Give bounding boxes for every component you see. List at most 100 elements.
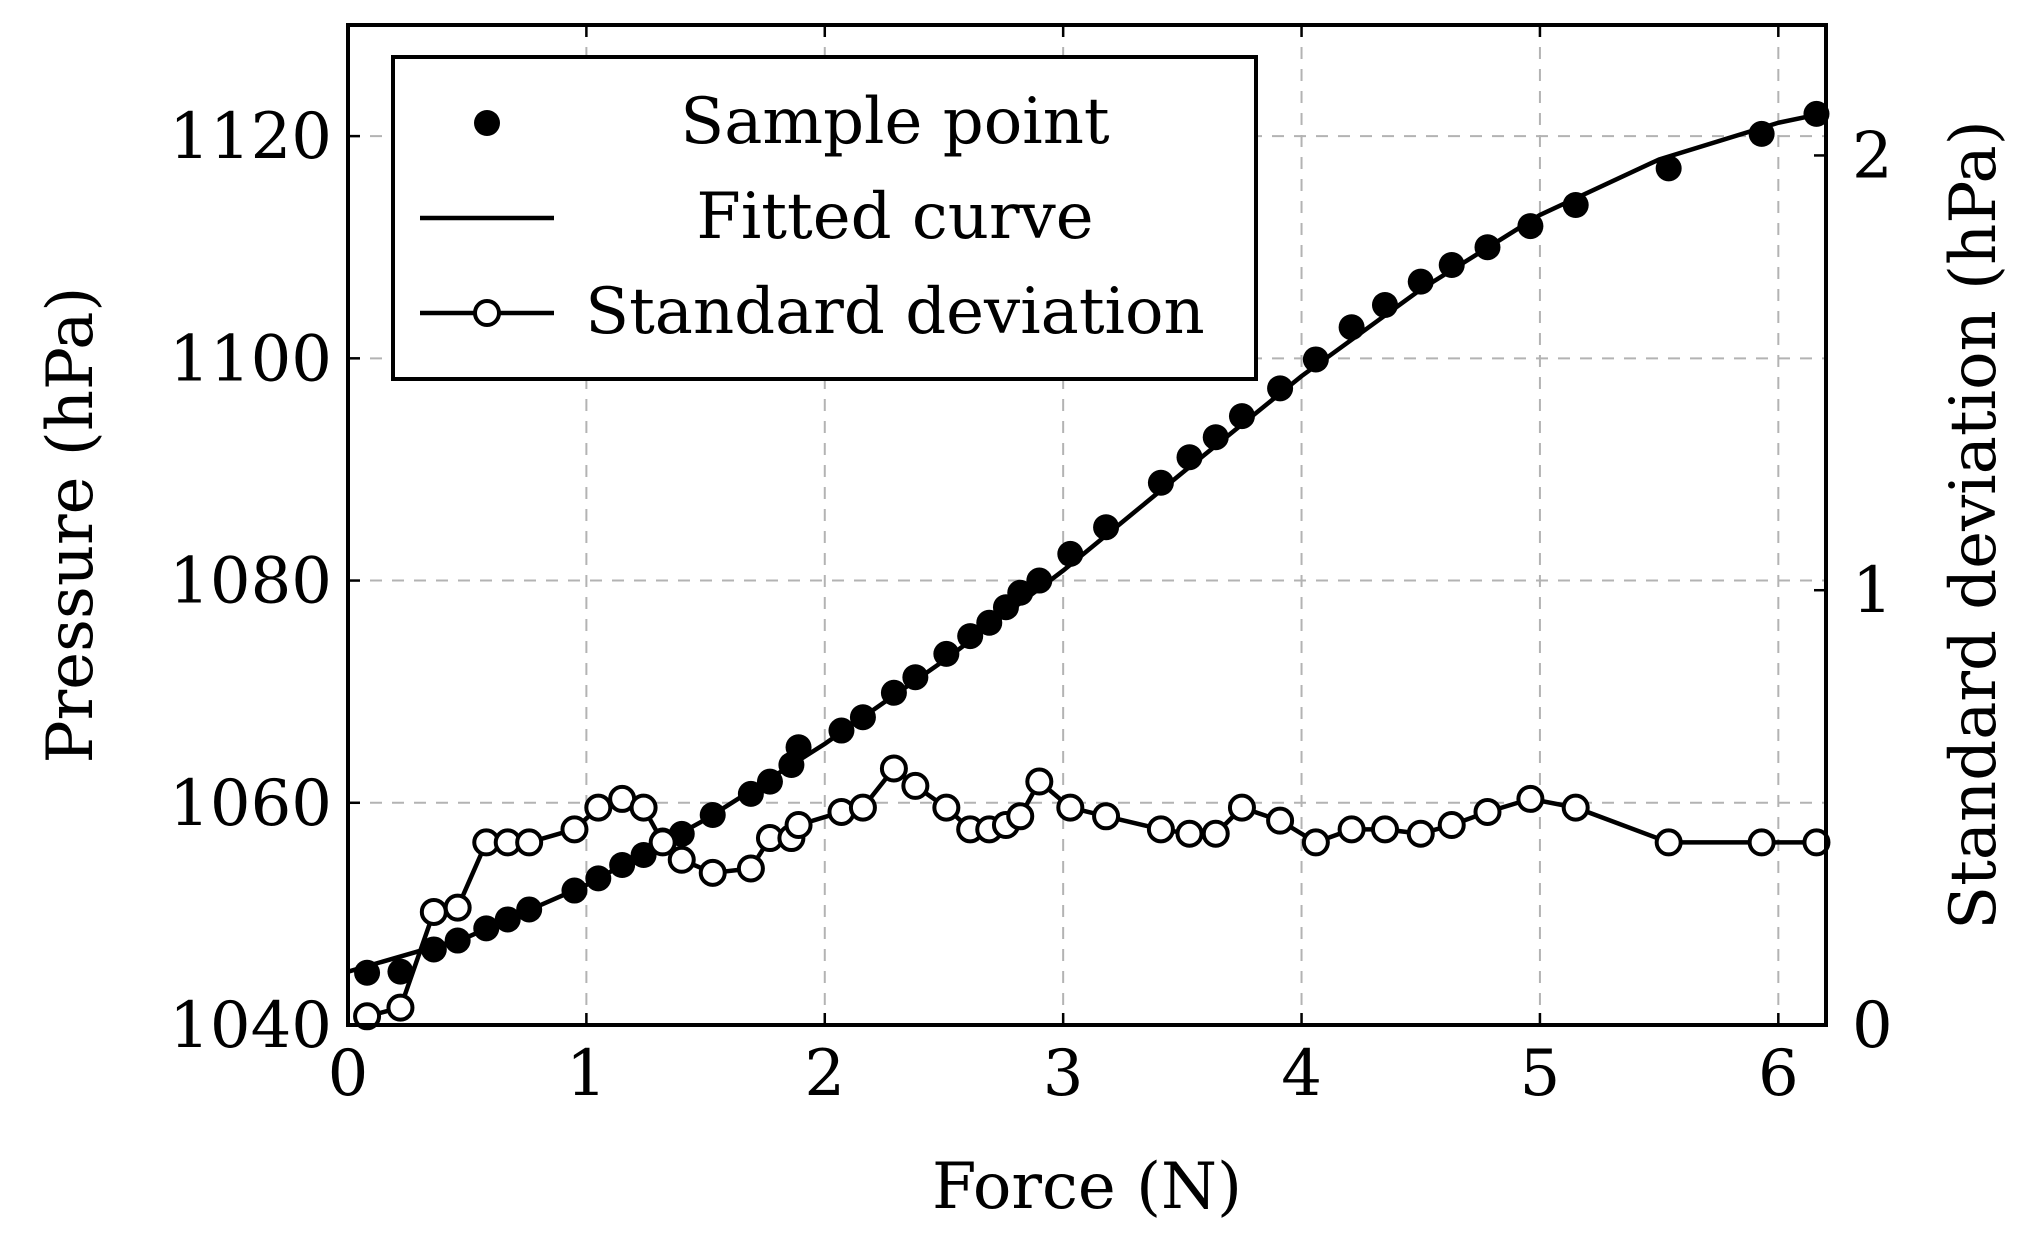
y-left-tick-label: 1040 — [169, 989, 332, 1063]
sample-point — [976, 609, 1003, 636]
std-deviation-point — [667, 845, 696, 874]
sample-point — [1338, 314, 1365, 341]
sample-point — [756, 768, 783, 795]
std-deviation-point — [1201, 819, 1230, 848]
std-deviation-point — [353, 1002, 382, 1031]
std-deviation-point — [1227, 793, 1256, 822]
series-layer — [347, 100, 1831, 1031]
std-deviation-point — [1802, 828, 1831, 857]
sample-point — [1026, 567, 1053, 594]
legend-std-label: Standard deviation — [585, 275, 1205, 349]
legend-std-marker — [473, 299, 501, 327]
sample-point — [1176, 444, 1203, 471]
sample-point — [1093, 514, 1120, 541]
sample-point — [1407, 268, 1434, 295]
y-right-tick-label: 0 — [1852, 989, 1893, 1063]
std-deviation-point — [1473, 797, 1502, 826]
plot-frame — [346, 23, 1828, 1027]
y-right-tick-label: 1 — [1852, 554, 1893, 628]
std-deviation-point — [1370, 815, 1399, 844]
legend-sample-marker — [474, 110, 500, 136]
sample-point — [1803, 100, 1830, 127]
sample-point — [957, 623, 984, 650]
std-deviation-point — [629, 793, 658, 822]
sample-point — [1202, 424, 1229, 451]
std-deviation-point — [1146, 815, 1175, 844]
ticks-layer: 0 1 2 3 4 5 6 1040 1060 1080 1100 1120 0 1 2 — [169, 25, 1893, 1111]
std-deviation-point — [1006, 802, 1035, 831]
x-tick-label: 1 — [566, 1037, 607, 1111]
sample-point — [902, 664, 929, 691]
std-deviation-point — [386, 993, 415, 1022]
legend-fitted-label: Fitted curve — [696, 180, 1093, 254]
sample-point — [473, 915, 500, 942]
sample-point — [1517, 213, 1544, 240]
sample-point — [1474, 234, 1501, 261]
sample-point — [1562, 192, 1589, 218]
std-deviation-point — [443, 893, 472, 922]
std-deviation-point — [1516, 784, 1545, 813]
sample-point — [933, 640, 960, 667]
sample-point — [785, 734, 812, 761]
sample-point — [1748, 120, 1775, 147]
std-deviation-point — [848, 793, 877, 822]
std-deviation-point — [1747, 828, 1776, 857]
std-deviation-point — [1337, 815, 1366, 844]
std-deviation-point — [1175, 819, 1204, 848]
sample-point — [737, 780, 764, 807]
sample-point — [849, 704, 876, 731]
std-deviation-point — [879, 754, 908, 783]
std-deviation-point — [648, 828, 677, 857]
std-deviation-point — [932, 793, 961, 822]
sample-point — [354, 959, 381, 986]
std-deviation-point — [515, 828, 544, 857]
sample-point — [1302, 346, 1329, 373]
std-deviation-point — [1437, 811, 1466, 839]
sample-point — [1057, 540, 1084, 567]
sample-point — [1655, 155, 1682, 182]
sample-point — [609, 852, 636, 878]
sample-point — [880, 679, 907, 706]
std-deviation-point — [901, 771, 930, 800]
std-deviation-point — [784, 811, 813, 839]
std-deviation-line — [366, 765, 1817, 1019]
y-axis-left-title: Pressure (hPa) — [34, 287, 108, 764]
std-deviation-point — [1266, 806, 1295, 835]
std-deviation-point — [1561, 793, 1590, 822]
sample-point — [420, 936, 447, 963]
std-deviation-point — [1406, 819, 1435, 848]
y-left-tick-label: 1080 — [169, 545, 332, 619]
std-deviation-point — [1056, 793, 1085, 822]
sample-point — [494, 906, 521, 933]
std-deviation-point — [419, 897, 448, 926]
y-left-tick-label: 1100 — [169, 322, 332, 396]
x-tick-label: 0 — [328, 1037, 369, 1111]
sample-point — [699, 802, 726, 828]
sample-point — [561, 877, 588, 904]
x-tick-label: 2 — [804, 1037, 845, 1111]
std-deviation-point — [584, 793, 613, 822]
legend: Sample point Fitted curve Standard devia… — [391, 55, 1258, 381]
sample-point — [1007, 579, 1034, 606]
x-tick-label: 6 — [1758, 1037, 1799, 1111]
sample-point — [1228, 403, 1255, 430]
sample-point — [1371, 292, 1398, 318]
sample-point — [828, 717, 855, 744]
sample-point — [1147, 469, 1174, 496]
sample-point — [585, 865, 612, 892]
sample-point — [516, 896, 543, 923]
x-tick-label: 4 — [1281, 1037, 1322, 1111]
x-tick-label: 3 — [1043, 1037, 1084, 1111]
std-deviation-point — [698, 858, 727, 887]
y-axis-right-title: Standard deviation (hPa) — [1937, 120, 2011, 929]
x-tick-label: 5 — [1520, 1037, 1561, 1111]
sample-point — [1438, 252, 1465, 278]
std-deviation-point — [736, 854, 765, 883]
std-deviation-point — [1025, 767, 1054, 796]
x-axis-title: Force (N) — [932, 1150, 1242, 1224]
y-left-tick-label: 1060 — [169, 767, 332, 841]
std-deviation-point — [1092, 802, 1121, 831]
y-left-tick-label: 1120 — [169, 100, 332, 174]
sample-point — [1267, 375, 1294, 402]
